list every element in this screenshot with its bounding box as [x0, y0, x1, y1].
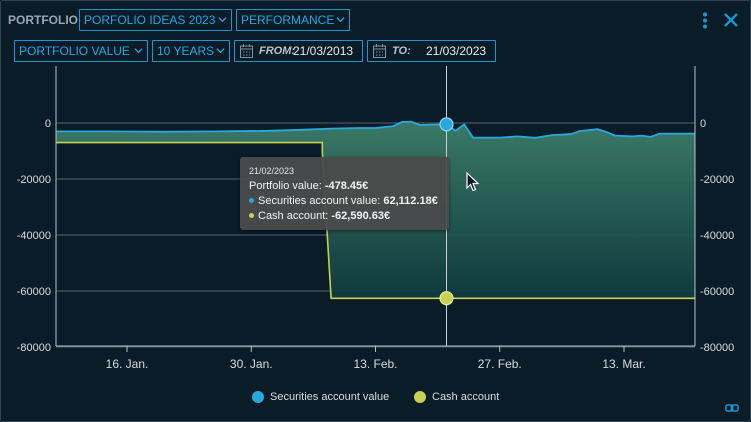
period-select-value: 10 YEARS — [157, 44, 215, 58]
chevron-down-icon — [134, 48, 143, 54]
period-select[interactable]: 10 YEARS — [152, 40, 230, 62]
chart-legend: Securities account value Cash account — [0, 389, 751, 407]
from-date-picker[interactable]: FROM: 21/03/2013 — [234, 40, 363, 62]
widget-title: PORTFOLIO — [8, 13, 78, 27]
metric-select[interactable]: PORTFOLIO VALUE — [14, 40, 148, 62]
close-icon[interactable] — [723, 12, 739, 28]
tooltip-securities-value: 62,112.18€ — [383, 195, 438, 207]
tooltip-portfolio-value: -478.45€ — [324, 180, 369, 192]
legend-securities-marker — [252, 391, 264, 403]
view-select-value: PERFORMANCE — [241, 13, 335, 27]
data-tooltip: 21/02/2023 Portfolio value: -478.45€ Sec… — [240, 157, 449, 230]
tooltip-cash-value: -62,590.63€ — [331, 210, 391, 222]
cash-dot-icon — [249, 213, 254, 218]
to-date-picker[interactable]: TO: 21/03/2023 — [367, 40, 496, 62]
from-date-value: 21/03/2013 — [293, 44, 354, 58]
tooltip-portfolio-label: Portfolio value: — [249, 180, 325, 192]
tooltip-date: 21/02/2023 — [249, 166, 295, 176]
vertical-dots-icon[interactable] — [701, 12, 709, 30]
to-date-value: 21/03/2023 — [426, 44, 487, 58]
mouse-pointer-icon — [466, 172, 479, 192]
tooltip-cash-label: Cash account: — [258, 210, 332, 222]
calendar-icon — [240, 44, 253, 58]
tooltip-cash-row: Cash account: -62,590.63€ — [249, 209, 441, 224]
portfolio-select-value: PORFOLIO IDEAS 2023 — [84, 13, 216, 27]
link-icon[interactable] — [725, 403, 739, 413]
metric-select-value: PORTFOLIO VALUE — [19, 44, 130, 58]
legend-securities-label: Securities account value — [270, 391, 390, 403]
tooltip-securities-label: Securities account value: — [258, 195, 384, 207]
tooltip-securities-row: Securities account value: 62,112.18€ — [249, 194, 441, 209]
securities-dot-icon — [249, 198, 254, 203]
chevron-down-icon — [336, 17, 345, 23]
legend-cash-label: Cash account — [432, 391, 500, 403]
from-label: FROM: — [259, 45, 296, 57]
tooltip-portfolio-row: Portfolio value: -478.45€ — [249, 179, 441, 194]
calendar-icon — [373, 44, 386, 58]
view-select[interactable]: PERFORMANCE — [236, 9, 350, 31]
chevron-down-icon — [218, 17, 227, 23]
to-label: TO: — [392, 45, 411, 57]
legend-cash-marker — [414, 391, 426, 403]
portfolio-select[interactable]: PORFOLIO IDEAS 2023 — [79, 9, 232, 31]
chevron-down-icon — [216, 48, 225, 54]
